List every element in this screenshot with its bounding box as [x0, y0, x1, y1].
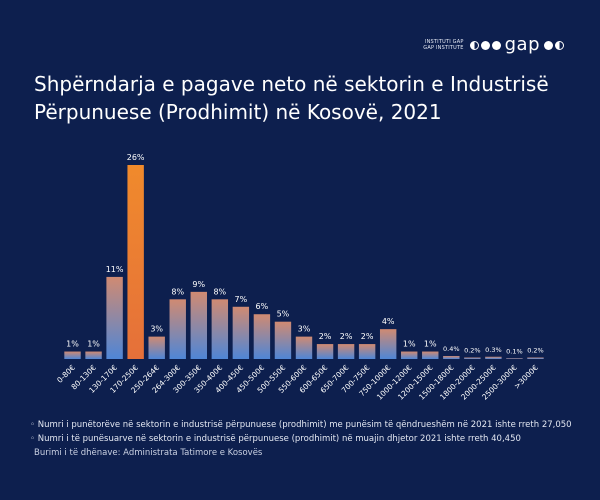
bar-value-label: 2% — [361, 332, 374, 341]
bar-264-300€ — [169, 299, 186, 359]
chart-title: Shpërndarja e pagave neto në sektorin e … — [34, 72, 549, 124]
bar-550-600€ — [295, 336, 313, 359]
bar-750-1000€ — [379, 329, 397, 359]
bar-value-label: 9% — [192, 280, 205, 289]
logo-line-2: GAP INSTITUTE — [423, 45, 464, 51]
bar-value-label: 4% — [382, 317, 395, 326]
bar-value-label: 0.2% — [464, 347, 481, 355]
logo-half-dot-icon — [555, 40, 564, 50]
bar-1800-2000€ — [464, 357, 481, 359]
note-employed-december: Numri i të punësuarve në sektorin e indu… — [37, 434, 521, 444]
bar-130-170€ — [106, 276, 123, 359]
logo-dot-icon — [544, 40, 553, 50]
data-source: Burimi i të dhënave: Administrata Tatimo… — [34, 448, 263, 458]
bar-1200-1500€ — [422, 351, 439, 359]
bar-value-label: 8% — [171, 287, 184, 296]
bar-value-label: 5% — [277, 310, 290, 319]
gap-logo-icon: gap — [469, 34, 564, 55]
bar-value-label: 0.2% — [527, 347, 544, 355]
bar-300-350€ — [190, 291, 207, 359]
bar-value-label: 2% — [319, 332, 332, 341]
bar-value-label: 3% — [150, 325, 163, 334]
bar-500-550€ — [274, 321, 292, 359]
bar-value-label: 2% — [340, 332, 353, 341]
logo-line-1: INSTITUTI GAP — [424, 39, 464, 45]
bar->3000€ — [527, 357, 544, 359]
note-item: ◦ Numri i punëtorëve në sektorin e indus… — [30, 420, 572, 430]
bar-600-650€ — [316, 344, 334, 359]
bar-value-label: 8% — [213, 287, 226, 296]
bar-700-750€ — [358, 344, 376, 359]
logo-wordmark: gap — [504, 34, 540, 55]
bar-value-label: 7% — [235, 295, 248, 304]
bar-value-label: 1% — [403, 340, 416, 349]
bar-350-400€ — [211, 299, 229, 359]
bar-450-500€ — [253, 314, 271, 359]
note-workers-stable: Numri i punëtorëve në sektorin e industr… — [37, 420, 572, 430]
logo-half-dot-icon — [469, 40, 479, 50]
chart-notes: ◦ Numri i punëtorëve në sektorin e indus… — [30, 418, 572, 446]
bar-0-80€ — [64, 351, 81, 359]
bar-80-130€ — [85, 351, 102, 359]
bar-chart: 1%0-80€1%80-130€11%130-170€26%170-250€3%… — [55, 153, 544, 402]
logo-institute-name: INSTITUTI GAP GAP INSTITUTE — [423, 39, 463, 51]
bar-value-label: 0.1% — [506, 347, 523, 355]
bar-1000-1200€ — [401, 351, 418, 359]
bar-value-label: 1% — [424, 340, 437, 349]
bar-1500-1800€ — [443, 356, 460, 359]
bar-650-700€ — [337, 344, 355, 359]
bar-value-label: 26% — [127, 153, 145, 162]
bar-value-label: 1% — [66, 340, 79, 349]
gap-logo: INSTITUTI GAP GAP INSTITUTE gap — [423, 36, 564, 54]
bar-value-label: 11% — [106, 265, 124, 274]
bar-value-label: 1% — [87, 340, 100, 349]
bar-value-label: 0.3% — [485, 346, 502, 354]
bar-value-label: 0.4% — [443, 345, 460, 353]
logo-dot-icon — [491, 40, 501, 50]
note-item: ◦ Numri i të punësuarve në sektorin e in… — [30, 434, 521, 444]
bar-2000-2500€ — [485, 356, 502, 359]
bar-value-label: 6% — [256, 302, 269, 311]
bar-2500-3000€ — [506, 358, 523, 359]
bar-250-264€ — [148, 336, 165, 359]
bar-value-label: 3% — [298, 325, 311, 334]
bar-170-250€ — [127, 165, 144, 359]
logo-dot-icon — [480, 40, 490, 50]
bar-400-450€ — [232, 306, 250, 359]
